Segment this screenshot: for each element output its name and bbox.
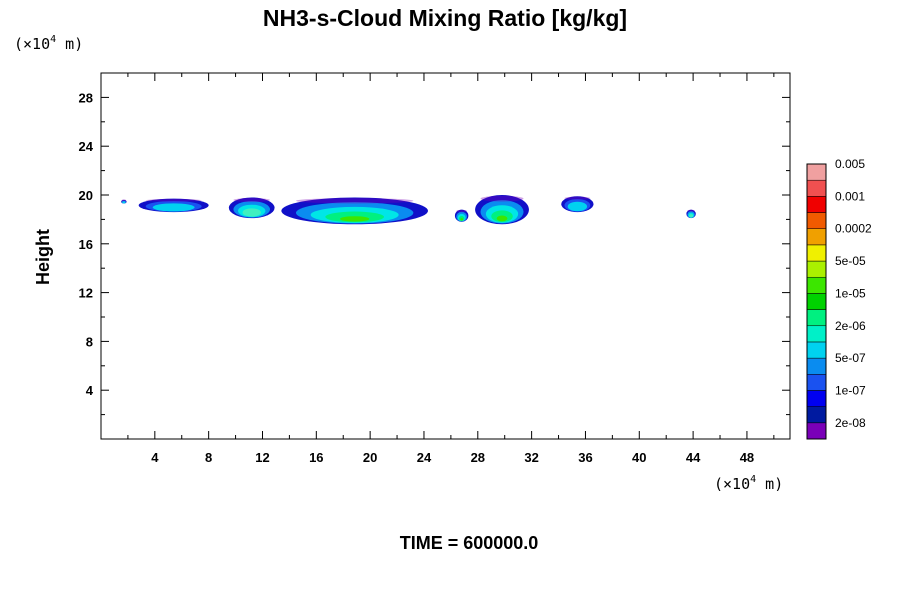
- cloud-patch-edge: [480, 195, 524, 202]
- x-tick-label: 44: [686, 450, 701, 465]
- colorbar-label: 1e-07: [835, 383, 866, 397]
- y-tick-label: 20: [79, 188, 93, 203]
- cloud-patch: [121, 199, 127, 204]
- x-tick-label: 40: [632, 450, 646, 465]
- colorbar-label: 0.005: [835, 157, 865, 171]
- cloud-patch-layer: [460, 218, 463, 221]
- colorbar-swatch: [806, 276, 827, 294]
- x-tick-label: 36: [578, 450, 592, 465]
- cloud-patch-layer: [242, 208, 261, 217]
- colorbar-swatch: [806, 260, 827, 278]
- cloud-patch: [454, 209, 469, 222]
- colorbar-swatch: [806, 406, 827, 424]
- colorbar-label: 0.001: [835, 189, 865, 203]
- x-tick-label: 8: [205, 450, 212, 465]
- cloud-patch-edge: [564, 196, 591, 200]
- chart-title: NH3-s-Cloud Mixing Ratio [kg/kg]: [263, 5, 627, 31]
- colorbar-label: 1e-05: [835, 286, 866, 300]
- cloud-patch-layer: [567, 201, 588, 212]
- colorbar-swatch: [806, 422, 827, 440]
- cloud-patch-layer: [152, 203, 195, 212]
- colorbar-swatch: [806, 244, 827, 262]
- colorbar-swatch: [806, 179, 827, 197]
- colorbar-label: 2e-08: [835, 416, 866, 430]
- time-label: TIME = 600000.0: [400, 533, 539, 553]
- y-tick-label: 8: [86, 334, 93, 349]
- cloud-patch-layer: [496, 215, 508, 222]
- cloud-patch-layer: [339, 216, 370, 222]
- cloud-patch: [281, 197, 429, 225]
- colorbar-swatch: [806, 390, 827, 407]
- x-tick-label: 32: [524, 450, 538, 465]
- x-tick-label: 12: [255, 450, 269, 465]
- x-tick-label: 4: [151, 450, 159, 465]
- cloud-patch-layer: [122, 201, 126, 204]
- x-tick-label: 20: [363, 450, 377, 465]
- y-unit-label: (×104 m): [14, 34, 83, 53]
- y-axis-label: Height: [33, 229, 53, 285]
- x-tick-label: 28: [471, 450, 485, 465]
- cloud-patch: [475, 195, 529, 225]
- cloud-patch-layer: [689, 214, 693, 218]
- y-tick-label: 12: [79, 286, 93, 301]
- colorbar-label: 0.0002: [835, 222, 872, 236]
- cloud-patch-edge: [295, 198, 414, 204]
- cloud-patch: [561, 196, 594, 213]
- x-tick-label: 16: [309, 450, 323, 465]
- colorbar-swatch: [806, 309, 827, 327]
- colorbar-swatch: [806, 357, 827, 375]
- x-ticks: 4 8 12 16 20 24 28 32 36 40 44 48: [127, 73, 775, 465]
- colorbar-swatch: [806, 196, 827, 213]
- colorbar-swatch: [806, 325, 827, 343]
- cloud-patches: [121, 195, 696, 225]
- colorbar-frame: [806, 163, 827, 440]
- colorbar-swatch: [806, 374, 827, 391]
- cloud-patch-edge: [456, 209, 468, 213]
- cloud-patch-edge: [121, 199, 127, 202]
- y-tick-label: 4: [86, 383, 94, 398]
- cloud-patch-edge: [233, 197, 271, 203]
- colorbar-swatch: [806, 212, 827, 229]
- cloud-patch: [686, 209, 696, 219]
- colorbar-swatch: [806, 163, 827, 181]
- y-tick-label: 28: [79, 90, 93, 105]
- y-tick-label: 24: [79, 139, 94, 154]
- colorbar: 2e-08 1e-07 5e-07 2e-06 1e-05 5e-05 0.0002 0.00…: [806, 157, 872, 440]
- plot-frame: [100, 72, 791, 440]
- cloud-patch: [138, 198, 209, 213]
- cloud-patch-edge: [687, 209, 695, 212]
- colorbar-swatch: [806, 293, 827, 310]
- x-tick-label: 48: [740, 450, 754, 465]
- x-tick-label: 24: [417, 450, 432, 465]
- cloud-patch-edge: [145, 198, 202, 202]
- cloud-patch: [228, 197, 275, 219]
- colorbar-label: 2e-06: [835, 319, 866, 333]
- colorbar-label: 5e-07: [835, 351, 866, 365]
- y-ticks: 4 8 12 16 20 24 28: [79, 90, 790, 416]
- colorbar-swatch: [806, 341, 827, 359]
- colorbar-label: 5e-05: [835, 254, 866, 268]
- x-unit-label: (×104 m): [714, 474, 783, 493]
- y-tick-label: 16: [79, 237, 93, 252]
- colorbar-swatch: [806, 228, 827, 246]
